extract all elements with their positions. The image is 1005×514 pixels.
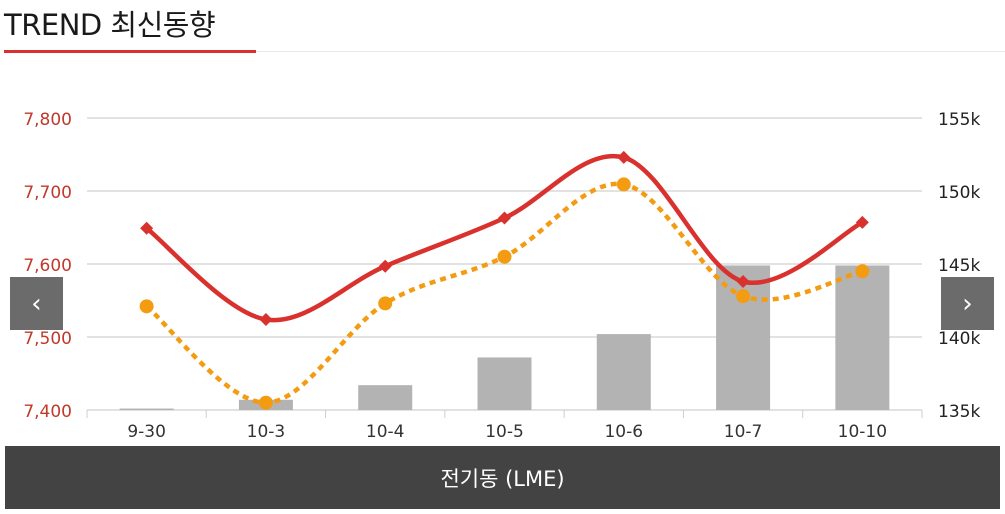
solid-series-point	[140, 221, 154, 235]
volume-bar	[119, 408, 174, 411]
dotted-series-point	[736, 289, 751, 304]
x-axis-tick-label: 9-30	[127, 422, 166, 442]
left-axis-tick-label: 7,500	[23, 329, 72, 349]
commodity-footer: 전기동 (LME)	[5, 446, 1000, 509]
left-axis-tick-label: 7,700	[23, 183, 72, 203]
x-axis-tick-label: 10-10	[838, 422, 887, 442]
volume-bar	[596, 334, 651, 410]
left-axis-tick-label: 7,800	[23, 110, 72, 130]
chevron-left-icon: ‹	[31, 288, 42, 319]
header-divider	[256, 51, 1005, 52]
right-axis-tick-label: 155k	[938, 110, 980, 130]
x-axis-tick-label: 10-7	[724, 422, 763, 442]
solid-series-point	[378, 259, 392, 273]
volume-bar	[835, 265, 890, 410]
solid-series-point	[736, 275, 750, 289]
trend-chart: 7,400 7,500 7,600 7,700 7,800 135k 140k 145k 150…	[23, 110, 980, 442]
volume-bar	[477, 357, 532, 410]
dotted-series-point	[258, 395, 273, 410]
solid-series-point	[259, 312, 273, 326]
dotted-series-point	[378, 296, 393, 311]
solid-series-point	[617, 150, 631, 164]
title-underline	[4, 50, 256, 53]
page-title: TREND 최신동향	[4, 8, 216, 42]
right-axis-tick-label: 140k	[938, 329, 980, 349]
x-axis-tick-label: 10-6	[604, 422, 643, 442]
left-axis-tick-label: 7,600	[23, 256, 72, 276]
volume-bar	[358, 385, 413, 410]
prev-button[interactable]: ‹	[10, 277, 63, 330]
right-axis-tick-label: 135k	[938, 402, 980, 422]
dotted-series-point	[855, 264, 870, 279]
x-axis-tick-label: 10-5	[485, 422, 524, 442]
right-axis-tick-label: 150k	[938, 183, 980, 203]
chevron-right-icon: ›	[962, 288, 973, 319]
dotted-series-point	[497, 249, 512, 264]
solid-series-point	[498, 211, 511, 225]
dotted-series-point	[139, 299, 154, 314]
next-button[interactable]: ›	[941, 277, 994, 330]
x-axis-tick-label: 10-4	[366, 422, 405, 442]
right-axis-tick-label: 145k	[938, 256, 980, 276]
left-axis-tick-label: 7,400	[23, 402, 72, 422]
dotted-series-point	[616, 177, 631, 192]
solid-series-point	[855, 215, 869, 229]
x-axis-tick-label: 10-3	[247, 422, 286, 442]
commodity-label: 전기동 (LME)	[440, 466, 565, 491]
